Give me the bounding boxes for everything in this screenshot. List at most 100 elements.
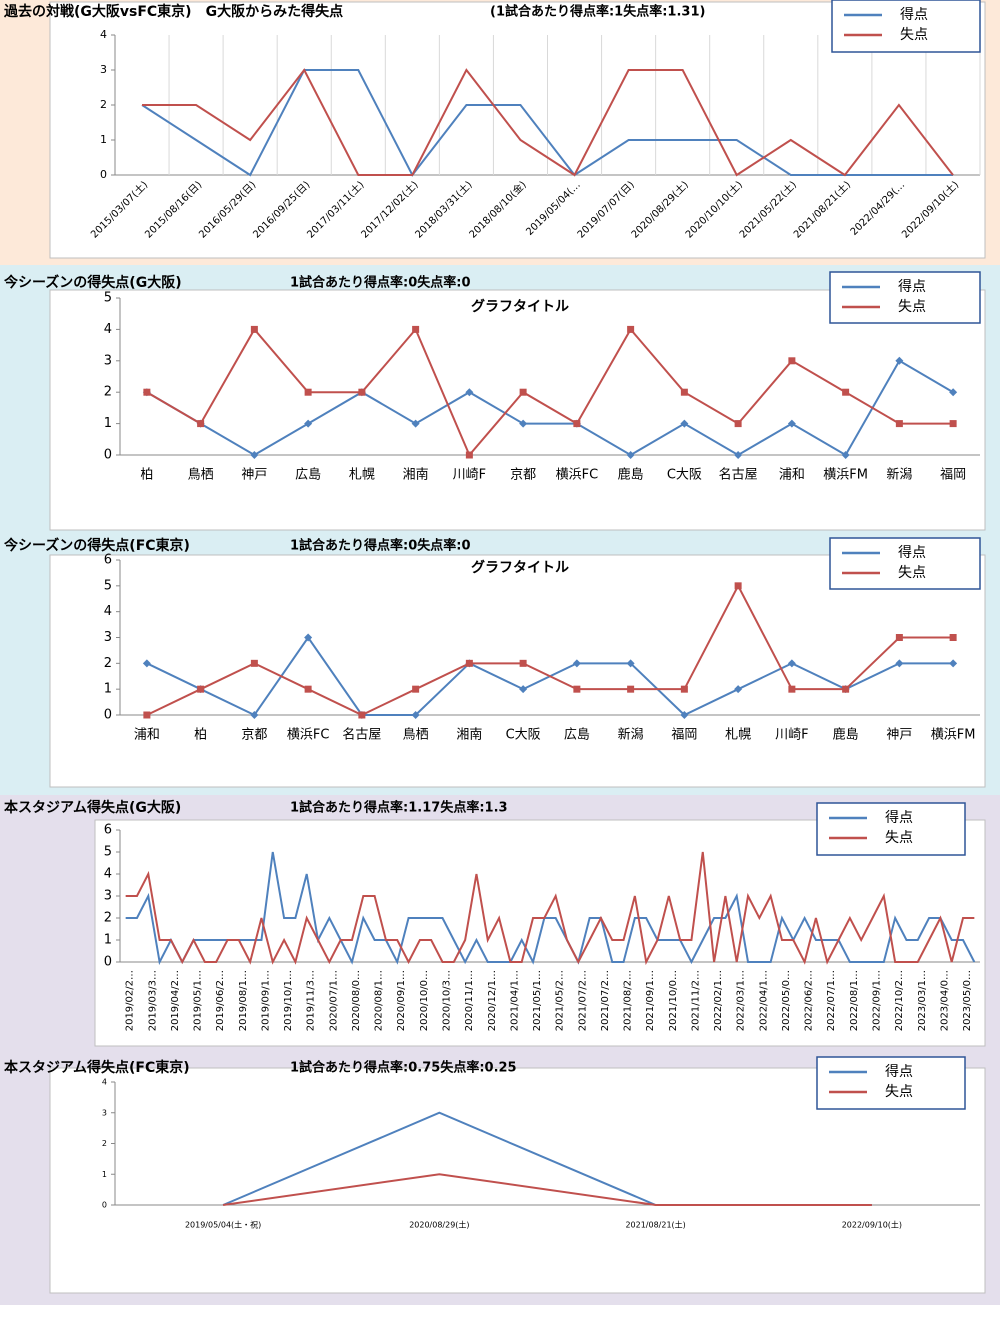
y-tick-label: 4	[104, 867, 112, 882]
x-tick-label: 2022/02/1…	[713, 970, 724, 1031]
section-subtitle: 1試合あたり得点率:0失点率:0	[290, 538, 471, 554]
x-tick-label: C大阪	[667, 468, 702, 483]
marker	[949, 420, 957, 428]
y-tick-label: 2	[104, 911, 112, 926]
x-tick-label: 福岡	[940, 468, 966, 483]
marker	[304, 685, 312, 693]
x-tick-label: 横浜FM	[823, 468, 868, 483]
marker	[143, 388, 151, 396]
x-tick-label: 2020/08/0…	[351, 970, 362, 1031]
x-tick-label: 札幌	[725, 727, 751, 743]
y-tick-label: 5	[104, 291, 112, 306]
y-tick-label: 3	[102, 1108, 107, 1117]
x-tick-label: 2020/08/29(土)	[409, 1220, 469, 1230]
section-subtitle: (1試合あたり得点率:1失点率:1.31)	[490, 4, 705, 20]
y-tick-label: 2	[104, 385, 112, 400]
x-tick-label: 鹿島	[618, 467, 644, 483]
marker	[411, 419, 420, 428]
marker	[734, 420, 742, 428]
x-tick-label: 2021/10/0…	[668, 970, 679, 1031]
chart-frame	[49, 554, 986, 788]
section-title: 過去の対戦(G大阪vsFC東京) G大阪からみた得失点	[3, 3, 343, 20]
legend-label: 得点	[885, 1063, 913, 1080]
x-tick-label: 2020/10/0…	[419, 970, 430, 1031]
y-tick-label: 6	[104, 823, 112, 838]
x-tick-label: 川崎F	[775, 728, 808, 743]
x-tick-label: 川崎F	[453, 468, 486, 483]
y-tick-label: 0	[100, 168, 107, 181]
legend	[829, 537, 981, 590]
x-tick-label: 2019/02/2…	[125, 970, 136, 1031]
y-tick-label: 2	[104, 656, 112, 671]
marker	[197, 685, 205, 693]
y-tick-label: 1	[104, 933, 112, 948]
marker	[841, 451, 850, 459]
y-tick-label: 0	[104, 955, 112, 970]
x-tick-label: 2019/08/1…	[238, 970, 249, 1031]
x-tick-label: 名古屋	[719, 467, 758, 483]
marker	[949, 634, 957, 641]
x-tick-label: 2021/08/21(土)	[625, 1220, 685, 1230]
x-tick-label: 2022/06/2…	[804, 970, 815, 1031]
marker	[573, 685, 581, 693]
x-tick-label: 2020/09/1…	[396, 970, 407, 1031]
x-tick-label: 浦和	[134, 728, 160, 743]
x-tick-label: 2020/07/1…	[328, 970, 339, 1031]
y-tick-label: 5	[104, 845, 112, 860]
y-tick-label: 3	[104, 630, 112, 645]
section-title: 本スタジアム得失点(FC東京)	[4, 1059, 190, 1076]
marker	[197, 420, 205, 428]
marker	[573, 420, 581, 428]
x-tick-label: 2023/03/1…	[917, 970, 928, 1031]
x-tick-label: 2021/07/2…	[600, 970, 611, 1031]
marker	[250, 325, 258, 333]
y-tick-label: 3	[100, 63, 107, 76]
x-tick-label: 湘南	[403, 467, 429, 483]
marker	[250, 659, 258, 667]
marker	[842, 388, 850, 396]
y-tick-label: 3	[104, 353, 112, 368]
marker	[143, 711, 151, 719]
legend-label: 失点	[885, 1084, 913, 1100]
y-tick-label: 1	[104, 682, 112, 697]
marker	[787, 659, 796, 668]
legend	[816, 802, 966, 856]
y-tick-label: 3	[104, 889, 112, 904]
x-tick-label: 2022/05/0…	[781, 970, 792, 1031]
x-tick-label: 神戸	[241, 468, 267, 483]
series-line	[146, 359, 954, 457]
x-tick-label: 2021/05/1…	[532, 970, 543, 1031]
y-tick-label: 2	[100, 98, 107, 111]
y-tick-label: 2	[102, 1139, 107, 1148]
marker	[895, 420, 903, 428]
y-tick-label: 4	[104, 604, 112, 619]
y-tick-label: 1	[104, 416, 112, 431]
y-tick-label: 1	[100, 133, 107, 146]
x-tick-label: 2021/04/1…	[509, 970, 520, 1031]
legend-label: 得点	[898, 544, 926, 561]
x-tick-label: 柏	[140, 468, 153, 483]
chart-title: グラフタイトル	[471, 298, 569, 315]
marker	[304, 419, 313, 428]
x-tick-label: 2021/07/2…	[577, 970, 588, 1031]
marker	[842, 685, 850, 693]
x-tick-label: 浦和	[779, 468, 805, 483]
x-tick-label: 2020/10/3…	[442, 970, 453, 1031]
marker	[734, 685, 743, 694]
legend-label: 得点	[885, 809, 913, 826]
x-tick-label: 2019/04/2…	[170, 970, 181, 1031]
marker	[680, 419, 689, 428]
marker	[412, 325, 420, 333]
legend-label: 失点	[898, 299, 926, 315]
marker	[949, 659, 958, 668]
marker	[895, 634, 903, 641]
marker	[572, 659, 581, 668]
marker	[519, 685, 528, 694]
marker	[142, 659, 151, 668]
x-tick-label: 鳥栖	[403, 728, 429, 743]
x-tick-label: 2023/04/0…	[939, 970, 950, 1031]
legend-label: 失点	[900, 27, 928, 43]
marker	[680, 388, 688, 396]
section-subtitle: 1試合あたり得点率:1.17失点率:1.3	[290, 800, 508, 816]
